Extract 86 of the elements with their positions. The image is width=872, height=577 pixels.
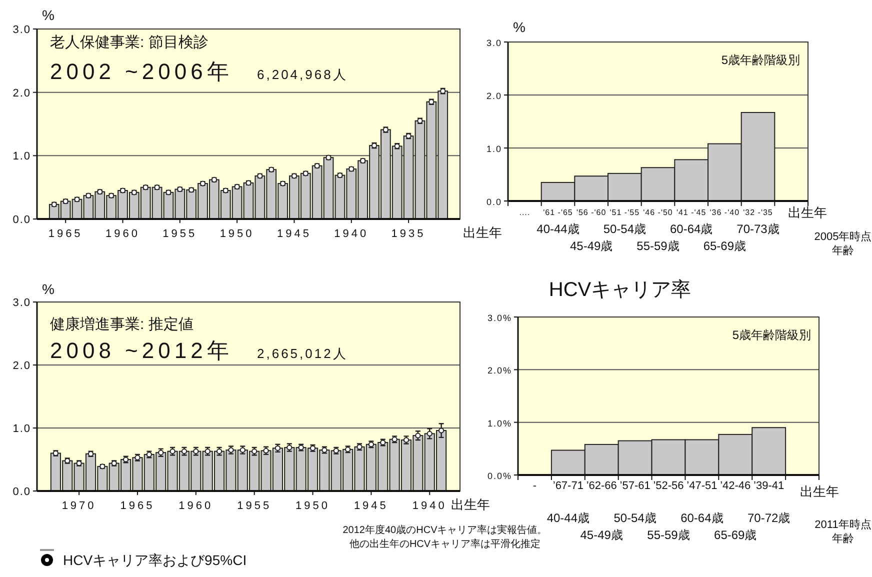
point (438, 428, 444, 434)
x-tick-label: 1960 (106, 228, 140, 240)
y-tick-label: 2.0 (12, 87, 31, 100)
text: 65-69歳 (714, 528, 757, 542)
x-tick-label: 1960 (178, 500, 214, 512)
y-tick-label: 0.0% (487, 471, 512, 481)
x-tick-label: 1945 (276, 228, 312, 240)
text: 他の出生年のHCVキャリア率は平滑化推定 (349, 538, 541, 550)
text: 2008 ~2012年 (50, 338, 233, 363)
text: 55-59歳 (636, 239, 680, 253)
annotation: 2,665,012人 (257, 346, 348, 361)
x-tick-label: 1950 (220, 228, 254, 240)
text: 40-44歳 (536, 222, 580, 236)
y-tick-label: 0.0 (12, 214, 31, 226)
x-tick-label: '56 -'60 (576, 208, 606, 217)
x-tick-label: 1955 (162, 228, 198, 240)
x-axis-title: 出生年 (463, 225, 502, 240)
x-tick-label: 1950 (296, 500, 330, 512)
x-tick-label: .... (519, 208, 530, 217)
x-tick-label: 1940 (412, 500, 447, 512)
x-tick-label: '32 -'35 (743, 208, 773, 217)
y-axis-title: % (513, 19, 526, 35)
text: 年齢 (832, 245, 854, 257)
text: 2002 ~2006年 (50, 59, 233, 84)
text: 50-54歳 (603, 222, 646, 236)
y-tick-label: 2.0% (487, 366, 512, 376)
y-tick-label: 1.0% (487, 418, 512, 428)
text: 2012年度40歳のHCVキャリア率は実報告値。 (342, 524, 548, 536)
x-tick-label: '36 -'40 (710, 208, 740, 217)
legend-label: HCVキャリア率および95%CI (63, 552, 247, 568)
annotation: 5歳年齢階級別 (732, 328, 811, 342)
x-tick-label: ’62-66 (586, 480, 617, 492)
x-tick-label: ’57-61 (620, 480, 650, 492)
y-tick-label: 0.0 (486, 197, 502, 207)
x-tick-label: '41 -'45 (676, 208, 706, 217)
y-tick-label: 1.0 (12, 150, 31, 163)
x-tick-label: 1945 (354, 500, 388, 512)
x-axis-title: 出生年 (451, 497, 490, 512)
x-tick-label: - (532, 480, 537, 492)
y-axis-title: % (42, 7, 54, 23)
text: 年齢 (832, 533, 854, 545)
x-tick-label: ’52-56 (653, 480, 684, 492)
x-axis-title: 出生年 (788, 205, 827, 220)
y-axis-title: % (42, 281, 54, 297)
text: 60-64歳 (680, 511, 724, 525)
text: 2005年時点 (814, 230, 872, 243)
text: 70-73歳 (736, 222, 780, 236)
x-tick-label: ’42-46 (720, 480, 751, 492)
y-tick-label: 0.0 (12, 486, 31, 498)
annotation: 6,204,968人 (257, 67, 348, 82)
text: 40-44歳 (546, 511, 590, 525)
y-tick-label: 3.0% (487, 313, 512, 323)
x-tick-label: ’39-41 (754, 480, 784, 492)
chart-title: HCVキャリア率 (548, 279, 692, 301)
x-tick-label: 1955 (237, 500, 272, 512)
x-tick-label: ’67-71 (552, 480, 584, 492)
text: 65-69歳 (703, 239, 746, 253)
text: 45-49歳 (570, 239, 613, 253)
text: 55-59歳 (647, 528, 690, 542)
x-axis-title: 出生年 (800, 484, 839, 499)
text: 2011年時点 (814, 518, 872, 531)
chart-title: 老人保健事業: 節目検診 (50, 34, 208, 51)
x-tick-label: 1965 (48, 228, 83, 240)
x-tick-label: '51 -'55 (610, 208, 640, 217)
y-tick-label: 3.0 (12, 297, 31, 309)
text: 45-49歳 (580, 528, 623, 542)
text: 70-72歳 (747, 511, 790, 525)
y-tick-label: 2.0 (12, 360, 31, 372)
y-tick-label: 3.0 (12, 24, 31, 36)
y-tick-label: 1.0 (486, 144, 502, 154)
x-tick-label: 1940 (334, 228, 369, 240)
x-tick-label: '46 -'50 (643, 208, 673, 217)
x-tick-label: 1935 (391, 228, 426, 240)
y-tick-label: 3.0 (486, 38, 502, 48)
y-tick-label: 1.0 (12, 423, 31, 435)
text: 健康増進事業: 推定値 (50, 316, 194, 333)
x-tick-label: 1970 (62, 500, 96, 512)
annotation: 5歳年齢階級別 (721, 53, 800, 67)
x-tick-label: '61 -'65 (543, 208, 573, 217)
point (426, 430, 432, 436)
x-tick-label: ’47-51 (686, 480, 718, 492)
point (415, 432, 421, 438)
text: 60-64歳 (670, 222, 713, 236)
x-tick-label: 1965 (120, 500, 155, 512)
text: 50-54歳 (614, 511, 656, 525)
y-tick-label: 2.0 (486, 91, 502, 101)
